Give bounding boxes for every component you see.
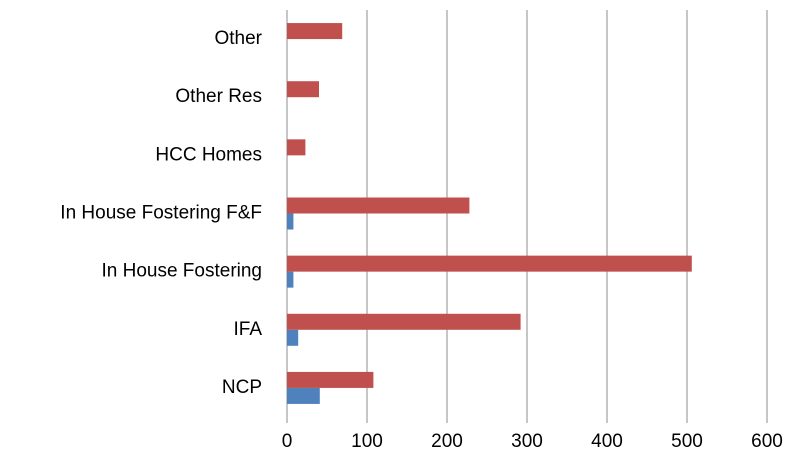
x-tick-label: 200 — [431, 431, 463, 452]
x-tick-label: 600 — [751, 431, 783, 452]
y-tick-label: NCP — [222, 377, 262, 398]
x-tick-label: 100 — [351, 431, 383, 452]
y-tick-label: In House Fostering — [101, 261, 262, 282]
y-tick-label: In House Fostering F&F — [60, 203, 262, 224]
bar — [287, 255, 692, 272]
bar — [287, 271, 294, 288]
bar — [287, 387, 320, 404]
y-tick-label: HCC Homes — [155, 144, 262, 165]
bar — [287, 329, 299, 346]
x-tick-label: 300 — [511, 431, 543, 452]
y-tick-label: IFA — [233, 319, 262, 340]
bar — [287, 313, 521, 330]
bar — [287, 139, 306, 156]
y-tick-label: Other Res — [175, 86, 262, 107]
x-tick-label: 500 — [671, 431, 703, 452]
y-tick-label: Other — [214, 28, 262, 49]
bar — [287, 81, 319, 98]
bar — [287, 213, 294, 230]
bar — [287, 371, 374, 388]
x-tick-label: 0 — [282, 431, 293, 452]
bar — [287, 23, 343, 40]
x-tick-label: 400 — [591, 431, 623, 452]
bar — [287, 197, 470, 214]
